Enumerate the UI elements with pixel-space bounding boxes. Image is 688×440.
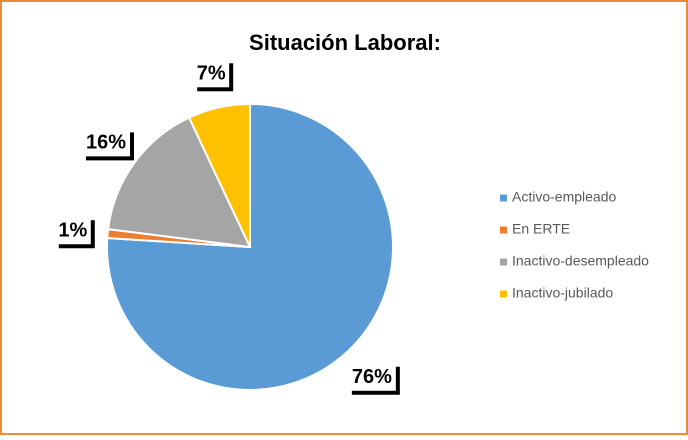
pie-slice [106, 102, 394, 391]
legend-swatch [500, 194, 507, 202]
label-box [347, 362, 396, 391]
pie-slice [107, 116, 252, 249]
label-box [54, 216, 91, 245]
legend-swatch [500, 258, 507, 266]
legend-label: En ERTE [512, 221, 570, 237]
legend-label: Inactivo-desempleado [512, 253, 649, 269]
legend-swatch [500, 290, 507, 298]
label-box [193, 59, 230, 88]
data-label: 1% [58, 220, 87, 242]
chart-title: Situación Laboral: [249, 30, 441, 55]
data-label: 76% [352, 366, 392, 388]
legend-label: Inactivo-jubilado [512, 285, 613, 301]
data-label: 16% [86, 132, 126, 154]
pie-slice [187, 102, 251, 248]
label-box [81, 128, 130, 157]
legend-swatch [500, 226, 507, 234]
data-label: 7% [197, 63, 226, 85]
legend-label: Activo-empleado [512, 189, 616, 205]
